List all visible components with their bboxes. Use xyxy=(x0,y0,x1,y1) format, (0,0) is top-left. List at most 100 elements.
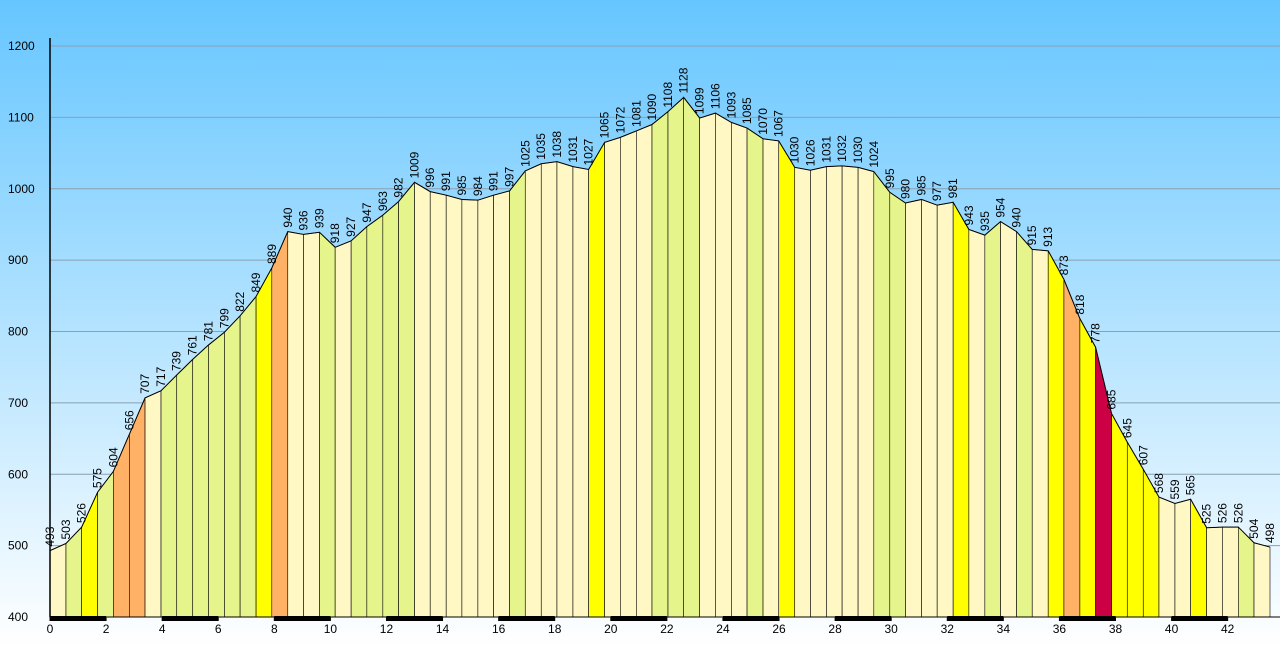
x-tick-label: 22 xyxy=(660,622,674,636)
x-tick-label: 18 xyxy=(548,622,562,636)
value-label: 927 xyxy=(344,217,358,237)
segment xyxy=(1016,230,1033,618)
value-label: 685 xyxy=(1105,389,1119,409)
value-label: 1031 xyxy=(819,136,833,163)
segment xyxy=(794,166,811,618)
segment xyxy=(287,231,304,618)
y-tick-label: 900 xyxy=(8,253,28,267)
value-label: 849 xyxy=(249,272,263,292)
value-label: 739 xyxy=(170,351,184,371)
segment xyxy=(683,96,700,618)
value-label: 604 xyxy=(106,447,120,467)
value-label: 1009 xyxy=(408,151,422,178)
scale-bar xyxy=(610,616,667,621)
value-label: 991 xyxy=(439,171,453,191)
scale-bar xyxy=(498,616,555,621)
value-label: 1026 xyxy=(803,139,817,166)
value-label: 1030 xyxy=(851,136,865,163)
y-tick-label: 1200 xyxy=(8,39,35,53)
segment xyxy=(1126,441,1144,618)
value-label: 939 xyxy=(312,208,326,228)
x-tick-label: 28 xyxy=(828,622,842,636)
segment xyxy=(984,220,1001,618)
segment xyxy=(160,374,178,618)
x-tick-label: 2 xyxy=(103,622,110,636)
segment xyxy=(1000,221,1017,618)
segment xyxy=(746,127,764,618)
segment xyxy=(699,112,716,618)
scale-bar xyxy=(274,616,331,621)
value-label: 1093 xyxy=(724,91,738,118)
value-label: 1032 xyxy=(835,135,849,162)
value-label: 1090 xyxy=(645,93,659,120)
segment xyxy=(445,194,463,618)
segment xyxy=(271,231,289,618)
segment xyxy=(1047,250,1065,618)
value-label: 568 xyxy=(1152,473,1166,493)
scale-bar xyxy=(947,616,1004,621)
scale-bar xyxy=(835,616,892,621)
value-label: 1035 xyxy=(534,133,548,160)
x-tick-label: 38 xyxy=(1109,622,1123,636)
value-label: 997 xyxy=(503,167,517,187)
value-label: 981 xyxy=(946,178,960,198)
value-label: 985 xyxy=(455,175,469,195)
value-label: 1099 xyxy=(693,87,707,114)
value-label: 889 xyxy=(265,244,279,264)
segment xyxy=(572,166,589,618)
segment xyxy=(936,201,954,618)
value-label: 799 xyxy=(217,308,231,328)
value-label: 996 xyxy=(423,167,437,187)
segment xyxy=(461,199,479,618)
segment xyxy=(524,163,542,618)
x-tick-label: 42 xyxy=(1221,622,1235,636)
value-label: 982 xyxy=(392,177,406,197)
segment xyxy=(604,136,621,618)
segment xyxy=(715,112,732,618)
value-label: 1030 xyxy=(788,136,802,163)
segment xyxy=(968,229,986,618)
segment xyxy=(1079,318,1096,618)
value-label: 1085 xyxy=(740,97,754,124)
segment xyxy=(1222,526,1239,618)
segment xyxy=(414,181,431,618)
segment xyxy=(176,358,194,618)
x-tick-label: 40 xyxy=(1165,622,1179,636)
x-tick-label: 16 xyxy=(492,622,506,636)
value-label: 526 xyxy=(75,503,89,523)
value-label: 984 xyxy=(471,176,485,196)
x-tick-label: 14 xyxy=(436,622,450,636)
x-tick-label: 6 xyxy=(215,622,222,636)
segment xyxy=(208,331,225,618)
value-label: 915 xyxy=(1025,225,1039,245)
value-label: 913 xyxy=(1041,226,1055,246)
segment xyxy=(334,240,352,618)
value-label: 781 xyxy=(201,321,215,341)
y-tick-label: 700 xyxy=(8,396,28,410)
value-label: 1106 xyxy=(708,83,722,109)
segment xyxy=(319,231,336,618)
segment xyxy=(905,199,922,618)
value-label: 575 xyxy=(91,468,105,488)
segment xyxy=(493,190,510,618)
value-label: 1072 xyxy=(613,106,627,133)
value-label: 1081 xyxy=(629,100,643,127)
y-tick-label: 500 xyxy=(8,539,28,553)
segment xyxy=(239,295,257,618)
value-label: 761 xyxy=(186,335,200,355)
scale-bar xyxy=(50,616,107,621)
scale-bar xyxy=(1171,616,1228,621)
x-tick-label: 4 xyxy=(159,622,166,636)
segment xyxy=(952,201,970,618)
value-label: 1025 xyxy=(518,140,532,167)
segment xyxy=(889,191,906,618)
segment xyxy=(1253,542,1271,618)
value-label: 822 xyxy=(233,291,247,311)
segment xyxy=(778,139,796,618)
segment xyxy=(477,194,494,618)
segment xyxy=(731,121,748,618)
segment xyxy=(1111,413,1128,618)
x-tick-label: 10 xyxy=(324,622,338,636)
value-label: 607 xyxy=(1136,445,1150,465)
